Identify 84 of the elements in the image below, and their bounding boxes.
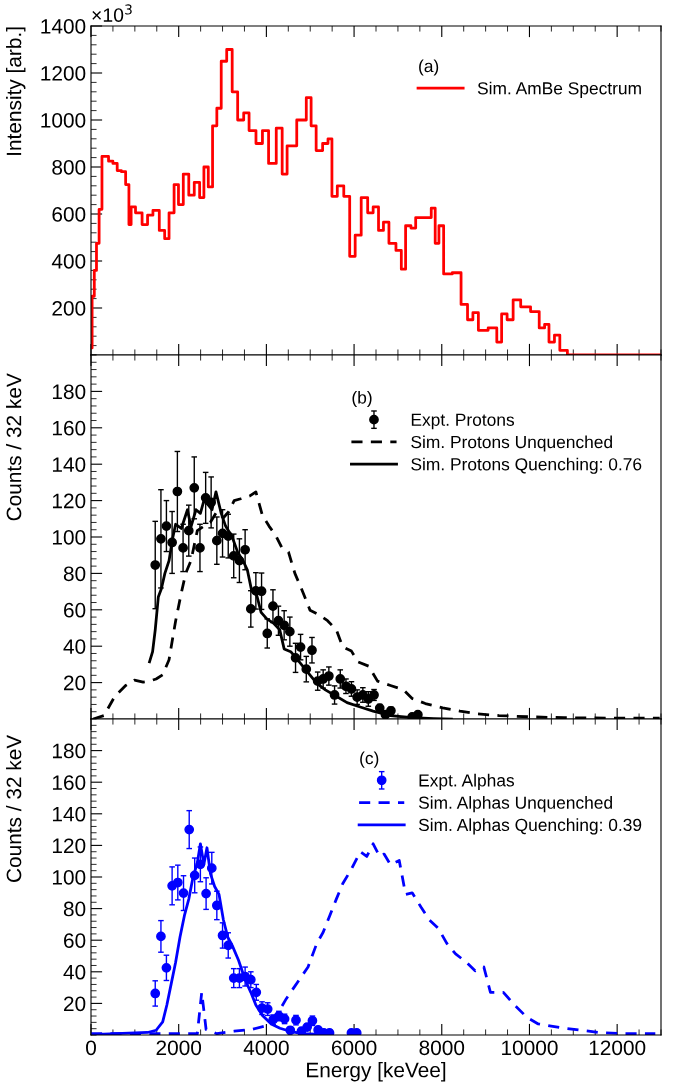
y-tick-label: 80 xyxy=(63,901,86,917)
point xyxy=(217,930,228,941)
point xyxy=(284,626,295,637)
legend-label: Sim. Alphas Unquenched xyxy=(418,796,612,813)
point xyxy=(167,537,177,548)
point xyxy=(301,664,312,674)
y-tick-label: 20 xyxy=(64,996,86,1012)
point xyxy=(329,690,340,700)
point xyxy=(262,628,273,639)
y-tick-label: 1400 xyxy=(41,19,86,34)
y-tick-label: 60 xyxy=(64,602,86,618)
y-tick-label: 1000 xyxy=(41,113,86,128)
point xyxy=(307,645,317,656)
point xyxy=(302,1022,313,1032)
point xyxy=(195,543,205,553)
y-tick-label: 200 xyxy=(52,301,86,316)
point xyxy=(150,988,161,999)
y-tick-label: 40 xyxy=(63,639,86,654)
point xyxy=(279,620,290,631)
point xyxy=(290,652,301,663)
x-tick-label: 0 xyxy=(86,1040,96,1056)
point xyxy=(206,863,217,874)
x-tick-label: 10000 xyxy=(502,1040,558,1056)
y-tick-label: 20 xyxy=(64,675,86,691)
y-tick-label: 160 xyxy=(52,420,86,436)
legend-title: (b) xyxy=(352,390,372,408)
y-tick-label: 140 xyxy=(52,457,86,472)
point xyxy=(161,962,172,973)
point xyxy=(234,555,245,566)
point xyxy=(189,870,200,881)
point xyxy=(172,486,183,497)
point xyxy=(156,533,166,544)
y-tick-label: 160 xyxy=(52,775,86,790)
point xyxy=(195,859,206,870)
x-tick-label: 4000 xyxy=(243,1040,289,1056)
x-tick-label: 8000 xyxy=(419,1040,465,1056)
point xyxy=(189,482,200,493)
point xyxy=(184,824,195,835)
y-tick-label: 100 xyxy=(52,530,86,545)
point xyxy=(268,601,278,612)
y-tick-label: 120 xyxy=(52,838,86,854)
legend-title: (c) xyxy=(360,751,379,768)
point xyxy=(178,888,189,898)
legend-label: Sim. Protons Unquenched xyxy=(411,435,612,452)
legend-label: Sim. Alphas Quenching: 0.39 xyxy=(418,818,642,835)
x-tick-label: 2000 xyxy=(156,1040,202,1056)
legend-label: Sim. Protons Quenching: 0.76 xyxy=(411,457,642,474)
point xyxy=(201,888,211,899)
x-axis-title: Energy [keVee] xyxy=(307,1062,446,1082)
y-axis-title: Counts / 32 keV xyxy=(6,373,22,521)
legend-label: Expt. Alphas xyxy=(419,773,515,790)
y-tick-label: 180 xyxy=(52,384,86,400)
y-tick-label: 40 xyxy=(63,964,86,980)
point xyxy=(223,531,234,541)
point xyxy=(183,525,194,536)
x-tick-label: 12000 xyxy=(589,1040,646,1056)
x-tick-label: 6000 xyxy=(331,1040,377,1056)
point xyxy=(240,544,250,555)
y-tick-label: 80 xyxy=(63,566,86,582)
text: ×10$^{3}$ xyxy=(92,4,132,23)
y-axis-title: Counts / 32 keV xyxy=(6,734,22,882)
point xyxy=(223,940,234,951)
point xyxy=(245,604,256,614)
y-tick-label: 100 xyxy=(52,870,86,885)
y-tick-label: 140 xyxy=(52,806,86,822)
legend-label: Sim. AmBe Spectrum xyxy=(477,81,641,98)
point xyxy=(324,671,334,681)
point xyxy=(335,674,346,684)
y-axis-title: Intensity [arb.] xyxy=(6,27,26,155)
y-tick-label: 800 xyxy=(52,160,86,175)
y-tick-label: 1200 xyxy=(41,66,86,81)
y-tick-label: 600 xyxy=(52,207,86,222)
point xyxy=(150,560,161,570)
point xyxy=(211,535,222,546)
y-tick-label: 400 xyxy=(51,254,86,269)
legend-label: Expt. Protons xyxy=(411,413,515,430)
point xyxy=(178,543,188,553)
y-tick-label: 120 xyxy=(52,493,86,509)
point xyxy=(156,931,166,942)
y-tick-label: 180 xyxy=(52,743,86,759)
point xyxy=(172,877,183,888)
legend-title: (a) xyxy=(419,59,439,76)
point xyxy=(161,521,172,531)
y-tick-label: 60 xyxy=(64,933,86,948)
